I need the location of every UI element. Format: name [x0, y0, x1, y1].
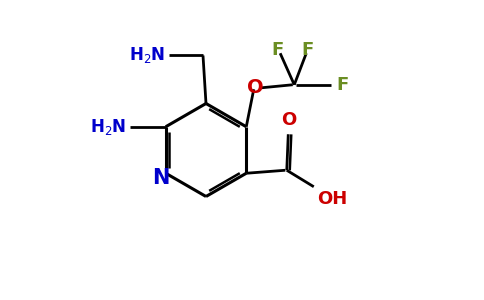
Text: O: O	[281, 111, 296, 129]
Text: F: F	[272, 41, 284, 59]
Text: H$_2$N: H$_2$N	[129, 46, 166, 65]
Text: F: F	[302, 41, 314, 59]
Text: N: N	[151, 168, 169, 188]
Text: H$_2$N: H$_2$N	[91, 117, 127, 137]
Text: OH: OH	[317, 190, 347, 208]
Text: O: O	[247, 78, 264, 97]
Text: F: F	[336, 76, 348, 94]
